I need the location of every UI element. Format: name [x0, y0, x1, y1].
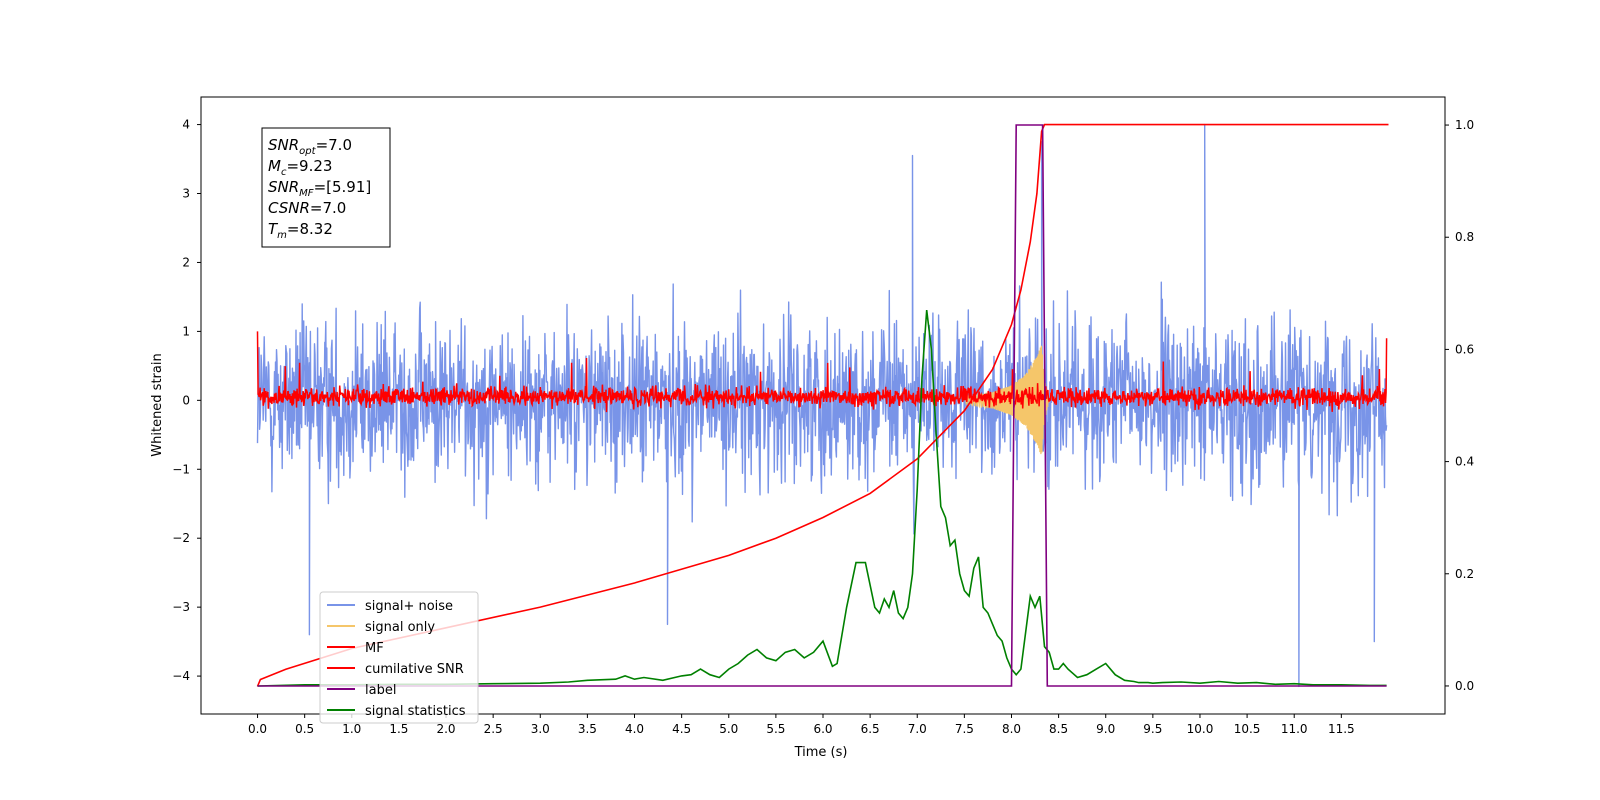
y2-tick-label: 0.8	[1455, 230, 1474, 244]
x-tick-label: 2.5	[484, 722, 503, 736]
x-tick-label: 8.5	[1049, 722, 1068, 736]
x-tick-label: 8.0	[1002, 722, 1021, 736]
annotation-line: Mc=9.23	[268, 157, 332, 178]
legend-label: signal only	[365, 620, 435, 635]
y-tick-label: 3	[182, 187, 190, 201]
legend-label: signal statistics	[365, 704, 466, 719]
x-tick-label: 0.5	[295, 722, 314, 736]
x-tick-label: 4.0	[625, 722, 644, 736]
x-tick-label: 0.0	[248, 722, 267, 736]
x-tick-label: 5.0	[719, 722, 738, 736]
y-tick-label: 4	[182, 118, 190, 132]
y2-tick-label: 0.2	[1455, 567, 1474, 581]
x-axis-label: Time (s)	[794, 745, 848, 760]
legend-label: MF	[365, 641, 384, 656]
series-signal-statistics	[257, 310, 1387, 687]
y2-tick-label: 1.0	[1455, 118, 1474, 132]
legend-label: label	[365, 683, 396, 698]
x-tick-label: 7.0	[908, 722, 927, 736]
y-tick-label: −1	[172, 462, 190, 476]
x-tick-label: 5.5	[766, 722, 785, 736]
y-tick-label: 0	[182, 393, 190, 407]
legend-frame	[319, 591, 479, 724]
y-tick-label: −2	[172, 531, 190, 545]
y-tick-label: 2	[182, 255, 190, 269]
series-signal-noise	[256, 123, 1388, 688]
x-tick-label: 1.5	[389, 722, 408, 736]
x-tick-label: 10.0	[1187, 722, 1214, 736]
x-tick-label: 7.5	[955, 722, 974, 736]
x-tick-label: 4.5	[672, 722, 691, 736]
y-tick-label: 1	[182, 324, 190, 338]
x-tick-label: 9.0	[1096, 722, 1115, 736]
x-tick-label: 3.5	[578, 722, 597, 736]
x-tick-label: 10.5	[1234, 722, 1261, 736]
legend: signal+ noise signal only MF cumilative SNR…	[319, 591, 479, 724]
annotation-line: CSNR=7.0	[268, 199, 346, 217]
y2-tick-label: 0.0	[1455, 679, 1474, 693]
legend-label: cumilative SNR	[365, 662, 464, 677]
y2-tick-label: 0.4	[1455, 455, 1474, 469]
annotation-box-frame	[261, 127, 391, 248]
y-axis-label: Whitened strain	[150, 353, 165, 456]
x-tick-label: 1.0	[342, 722, 361, 736]
y-tick-label: −4	[172, 669, 190, 683]
series-label	[257, 124, 1387, 687]
legend-label: signal+ noise	[365, 599, 453, 614]
annotation-line: SNRopt=7.0	[268, 136, 352, 157]
y-axis-right: 0.0 0.2 0.4 0.6 0.8 1.0	[1445, 118, 1474, 693]
series-mf	[256, 331, 1388, 413]
x-tick-label: 11.0	[1281, 722, 1308, 736]
x-axis: 0.0 0.5 1.0 1.5 2.0 2.5 3.0 3.5 4.0 4.5 5.0 5.5 6.0 6…	[248, 714, 1355, 736]
y-axis-left: −4 −3 −2 −1 0 1 2 3 4	[172, 118, 201, 683]
annotation-line: SNRMF=[5.91]	[268, 178, 371, 199]
y-tick-label: −3	[172, 600, 190, 614]
x-tick-label: 11.5	[1328, 722, 1355, 736]
x-tick-label: 6.5	[861, 722, 880, 736]
x-tick-label: 2.0	[436, 722, 455, 736]
x-tick-label: 3.0	[531, 722, 550, 736]
x-tick-label: 6.0	[813, 722, 832, 736]
y2-tick-label: 0.6	[1455, 342, 1474, 356]
x-tick-label: 9.5	[1143, 722, 1162, 736]
annotation-line: Tm=8.32	[268, 220, 333, 241]
